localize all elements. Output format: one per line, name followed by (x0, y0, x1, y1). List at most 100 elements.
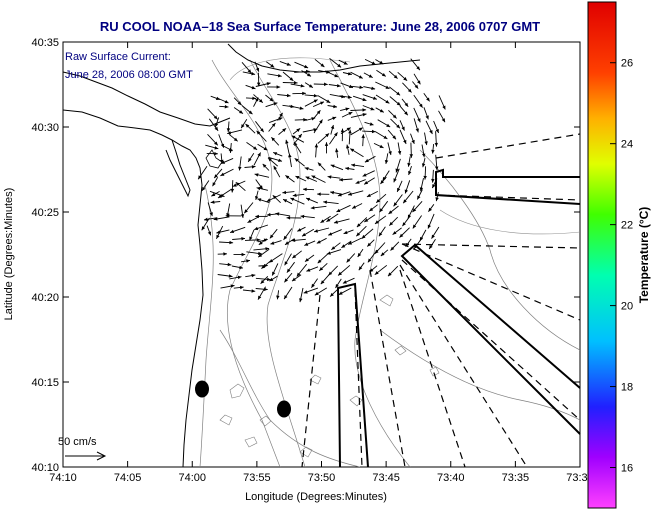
current-vector (363, 72, 373, 78)
current-vector (362, 170, 375, 177)
current-vector (412, 215, 422, 229)
current-vector (270, 240, 282, 245)
chart-title: RU COOL NOAA–18 Sea Surface Temperature:… (100, 19, 540, 34)
x-tick-label: 73:45 (372, 472, 400, 484)
current-vector (205, 144, 219, 150)
current-vector (338, 59, 348, 65)
colorbar-label: Temperature (°C) (637, 207, 651, 304)
current-vector (331, 242, 341, 251)
current-vector (240, 119, 248, 129)
current-vector (393, 194, 403, 207)
y-tick-label: 40:35 (31, 37, 59, 49)
current-vector (310, 205, 327, 210)
current-vector (217, 189, 232, 199)
current-vector (367, 249, 378, 263)
current-vector (257, 143, 268, 151)
current-vector (336, 204, 351, 213)
current-vector (283, 228, 293, 241)
current-vector (352, 95, 367, 102)
current-vector (275, 212, 291, 217)
current-vector (364, 155, 376, 163)
y-tick-label: 40:25 (31, 207, 59, 219)
current-vector (342, 277, 355, 284)
current-vector (323, 200, 339, 205)
current-vector (206, 225, 212, 236)
current-vector (256, 186, 269, 191)
current-vector (350, 108, 367, 112)
current-vector (219, 240, 234, 245)
current-vector (217, 274, 233, 278)
current-vector (409, 142, 413, 158)
current-vector (268, 156, 283, 162)
beam-solid-south (336, 282, 369, 468)
current-vector (435, 191, 439, 202)
current-vector (240, 204, 245, 218)
current-vector (328, 229, 342, 236)
current-vector (407, 156, 411, 167)
current-vector (350, 127, 364, 136)
current-vector (311, 278, 318, 289)
current-vector (257, 198, 270, 204)
current-vector (233, 107, 244, 114)
current-vector (431, 144, 435, 154)
current-vector (277, 112, 283, 121)
current-vector (433, 120, 440, 134)
beam-dash-6 (399, 264, 528, 468)
current-vector (384, 153, 389, 164)
current-vector (233, 252, 246, 257)
current-vector (424, 132, 428, 146)
current-vector (235, 181, 246, 192)
coastline-sandy-hook (165, 139, 191, 198)
current-vector (369, 265, 378, 273)
y-tick-label: 40:20 (31, 292, 59, 304)
current-vector (389, 96, 401, 106)
current-vector (283, 286, 293, 300)
current-vector (329, 287, 340, 297)
current-vector (294, 118, 307, 122)
current-vector (346, 144, 350, 155)
current-vector (347, 190, 364, 196)
current-vector (241, 105, 253, 115)
current-vector (254, 224, 269, 231)
current-vector (226, 121, 231, 133)
current-vector (387, 142, 392, 156)
current-vector (304, 167, 314, 171)
current-vector (273, 165, 281, 178)
current-vector (277, 93, 291, 98)
y-tick-label: 40:30 (31, 122, 59, 134)
current-vector (312, 101, 325, 108)
current-vector (317, 95, 331, 104)
current-vector (255, 190, 259, 201)
current-vector (413, 118, 419, 133)
annotation-line-1: Raw Surface Current: (65, 51, 171, 63)
current-vector (431, 169, 435, 183)
current-vector (255, 214, 268, 219)
current-vector (312, 110, 321, 120)
current-vector (282, 71, 294, 82)
current-vector (335, 148, 339, 158)
scale-arrow (65, 451, 107, 461)
current-vector (397, 142, 402, 155)
current-vector (390, 118, 401, 129)
current-vector (249, 229, 255, 241)
current-vector (244, 238, 261, 242)
current-vector (247, 216, 259, 224)
current-vector (387, 265, 399, 277)
current-vector (197, 165, 208, 180)
current-vector (366, 239, 375, 247)
current-vector (327, 116, 337, 121)
current-vector (299, 287, 304, 303)
current-vector (285, 139, 290, 154)
current-vector (303, 287, 319, 294)
current-vector (201, 180, 210, 192)
current-vector (314, 58, 325, 68)
current-vector (399, 227, 410, 238)
current-vector (272, 194, 281, 204)
current-vector (218, 98, 229, 104)
current-vector (265, 102, 278, 108)
depth-contour-5 (379, 329, 580, 421)
current-vector (220, 168, 234, 177)
current-vector (256, 72, 261, 87)
plot-area (62, 41, 581, 468)
beam-dash-7 (399, 269, 466, 468)
